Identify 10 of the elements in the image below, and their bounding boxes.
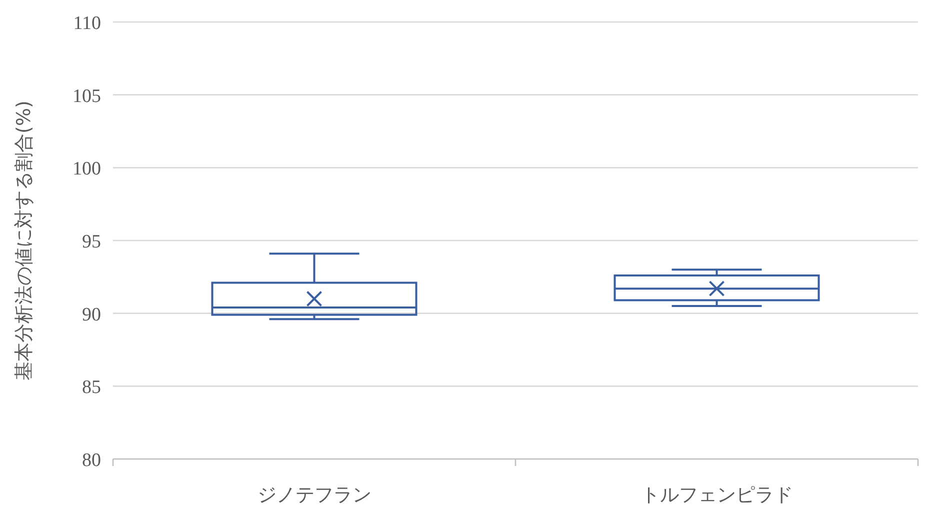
y-tick-label: 85 bbox=[82, 377, 101, 398]
y-axis-title: 基本分析法の値に対する割合(%) bbox=[13, 100, 35, 380]
y-tick-label: 90 bbox=[82, 304, 101, 326]
y-tick-label: 105 bbox=[72, 86, 101, 107]
y-tick-label: 110 bbox=[73, 13, 101, 34]
y-tick-label: 80 bbox=[82, 450, 101, 471]
x-tick-label: トルフェンピラド bbox=[640, 484, 793, 506]
y-tick-label: 100 bbox=[72, 158, 101, 180]
y-tick-label: 95 bbox=[82, 232, 101, 252]
x-tick-label: ジノテフラン bbox=[257, 484, 372, 506]
